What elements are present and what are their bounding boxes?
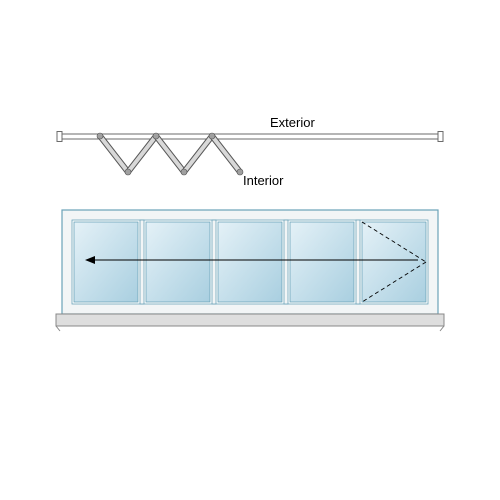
- exterior-label: Exterior: [270, 115, 315, 130]
- interior-label: Interior: [243, 173, 283, 188]
- top-view-plan: [57, 132, 443, 176]
- elevation-view: [56, 210, 444, 331]
- bifold-door-diagram: [0, 0, 500, 500]
